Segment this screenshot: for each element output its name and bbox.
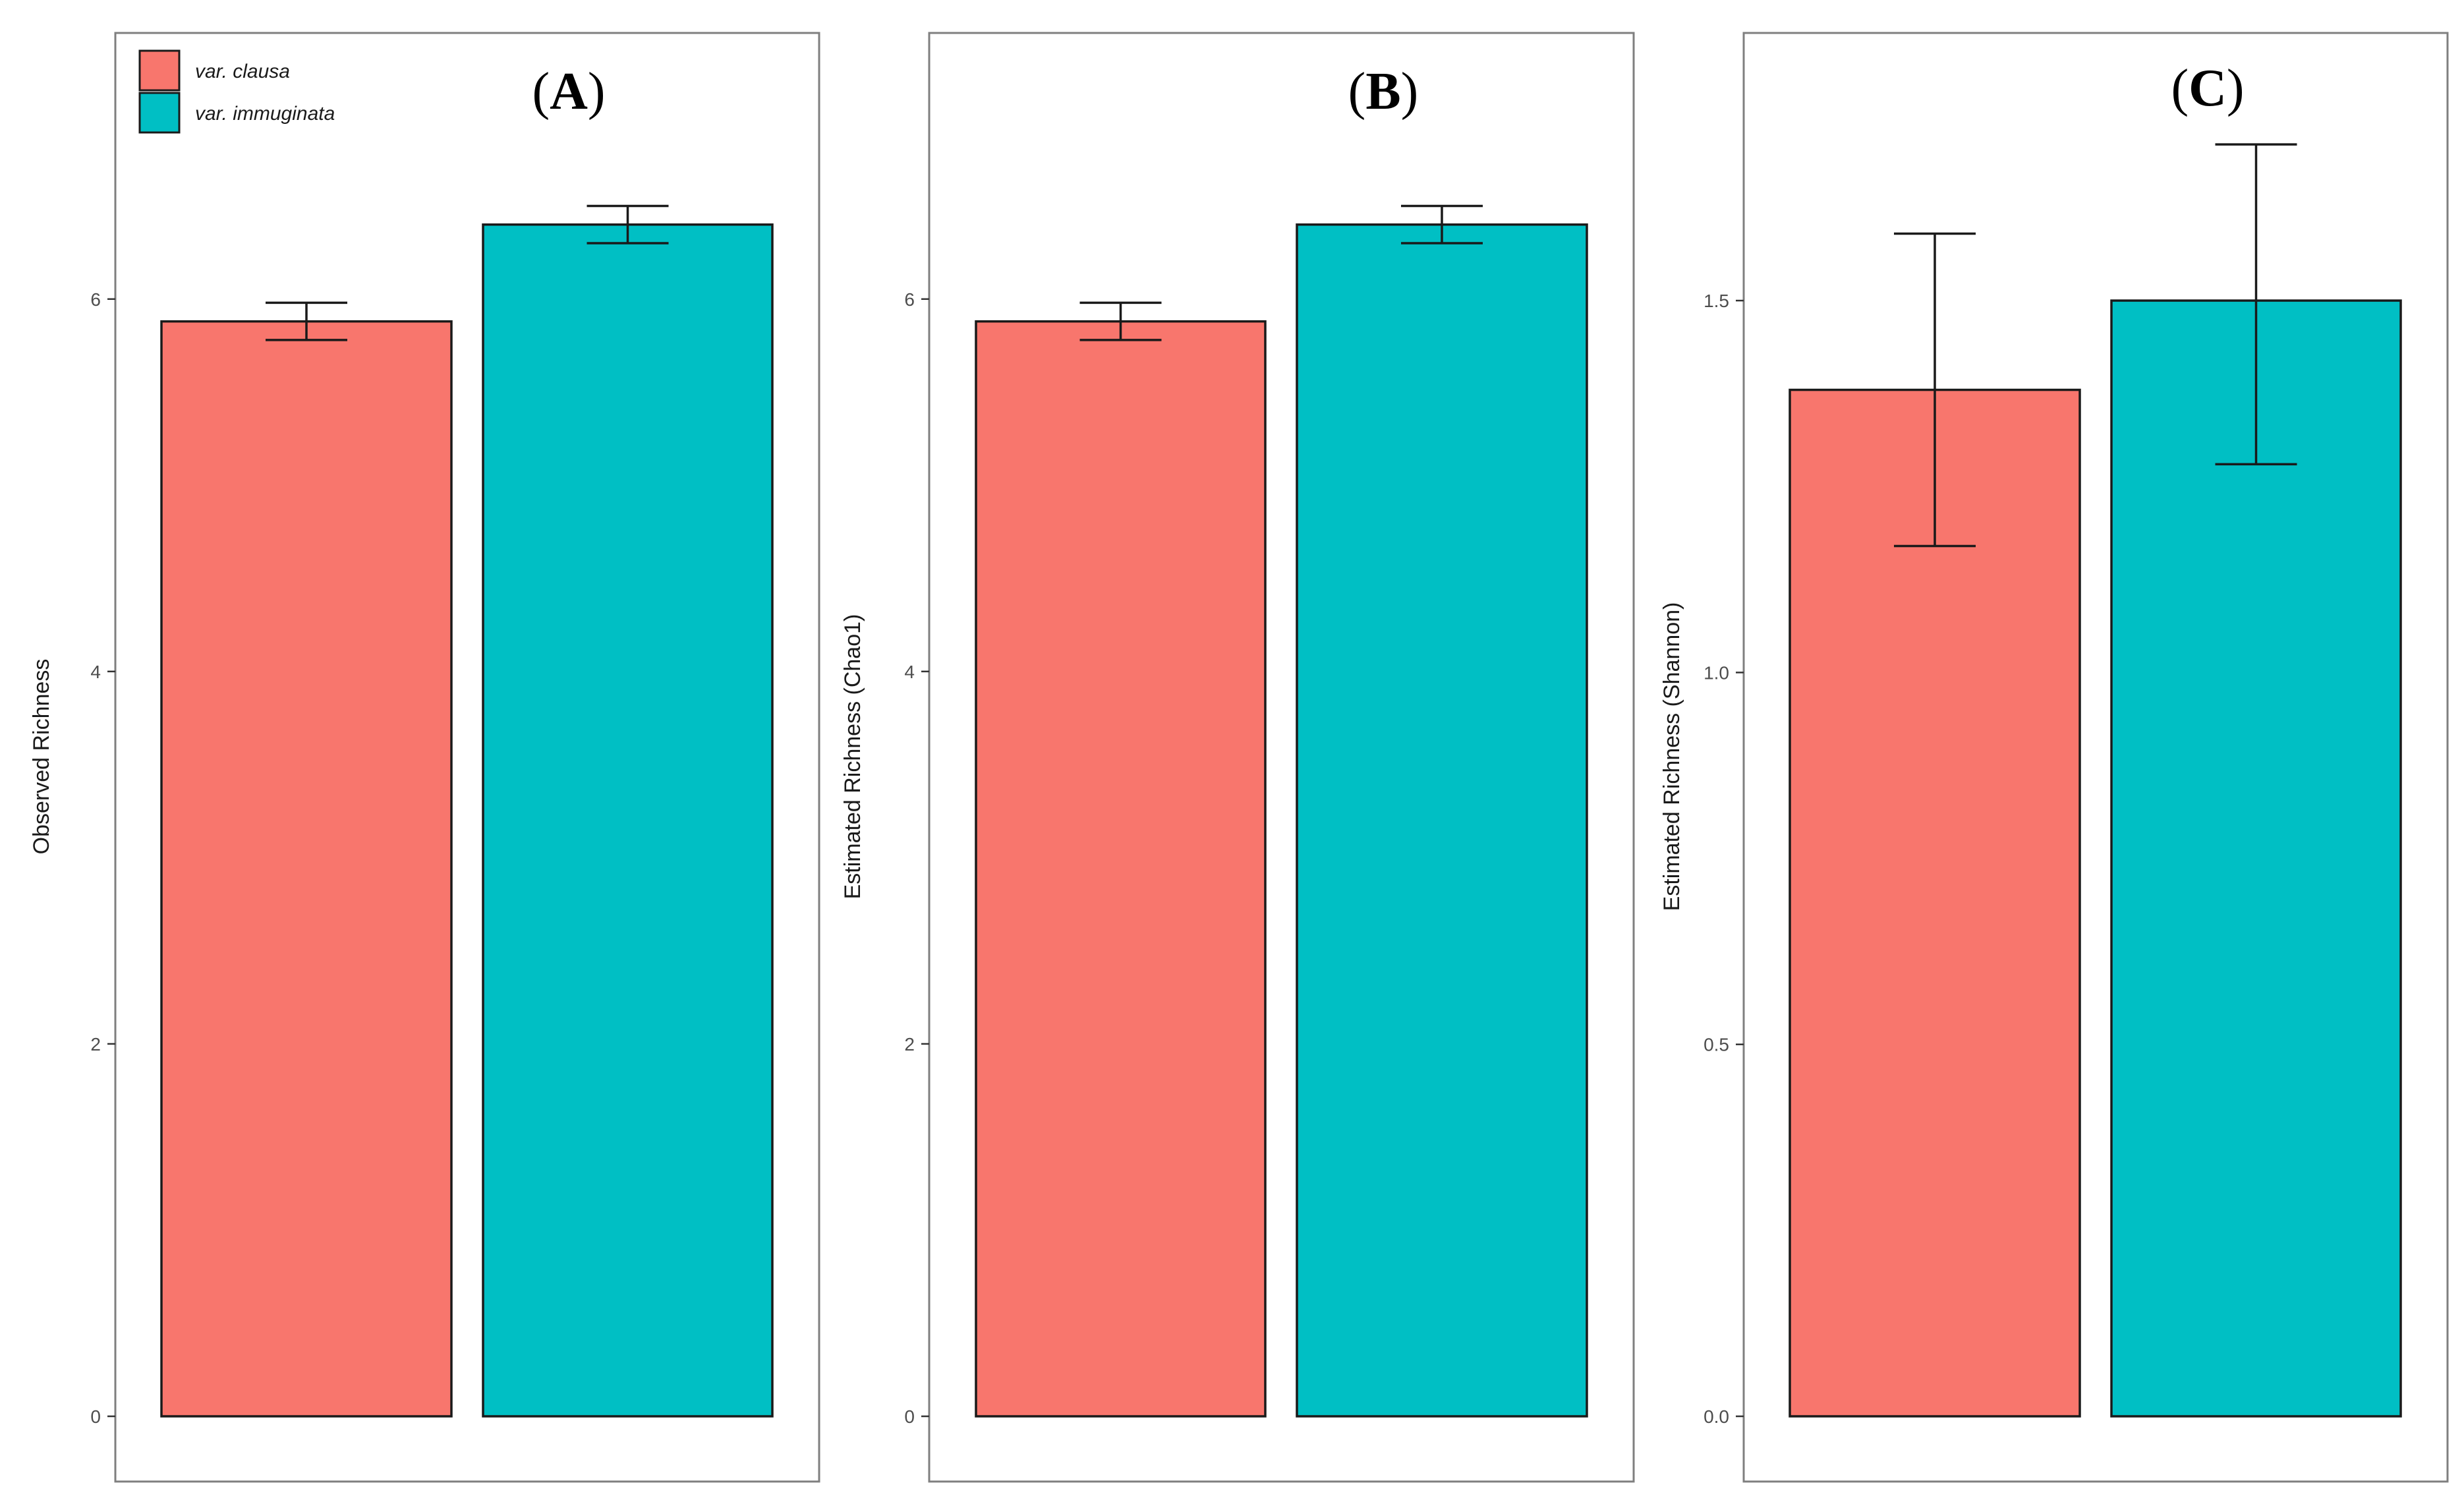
panel-b-bar (1296, 223, 1588, 1418)
panel-a-bar (482, 223, 774, 1418)
panel-a-ytick-label: 0 (90, 1406, 101, 1427)
panel-a-ytick-label: 6 (90, 289, 101, 310)
panel-c-bar (1789, 388, 2081, 1418)
panel-a-label-letter: A (550, 63, 588, 121)
panel-c-ytick-label: 1.5 (1704, 291, 1729, 311)
panel-c-label: (C) (2171, 59, 2244, 117)
panel-a-yaxis: 0 2 4 6 (90, 289, 115, 1427)
panel-c-yaxis: 0.0 0.5 1.0 1.5 (1704, 291, 1744, 1427)
panel-c: 0.0 0.5 1.0 1.5 Estimated Richness (Shannon… (1659, 32, 2449, 1483)
panel-b: 0 2 4 6 Estimated Richness (Chao1) (B) (840, 32, 1635, 1483)
panel-c-ylabel: Estimated Richness (Shannon) (1659, 602, 1684, 911)
legend: var. clausa var. immuginata (138, 49, 335, 134)
panel-a-bar (160, 320, 453, 1418)
panel-c-ytick-label: 1.0 (1704, 662, 1729, 683)
panel-c-bar (2110, 299, 2402, 1418)
panel-b-yaxis: 0 2 4 6 (904, 289, 929, 1427)
legend-swatch-clausa (138, 49, 181, 92)
panel-b-bars (975, 204, 1588, 1418)
panel-b-ytick-label: 6 (904, 289, 915, 310)
panel-a-ytick-label: 2 (90, 1034, 101, 1054)
panel-a-ylabel: Observed Richness (29, 659, 54, 855)
panel-a: 0 2 4 6 Observed Richness (A) var. clausa v… (29, 32, 820, 1483)
panel-c-ytick-label: 0.5 (1704, 1035, 1729, 1055)
panel-b-label: (B) (1348, 63, 1419, 121)
panel-c-bars (1789, 143, 2402, 1418)
panel-b-ytick-label: 2 (904, 1034, 915, 1054)
panel-b-bar (975, 320, 1267, 1418)
panel-b-label-letter: B (1365, 63, 1400, 121)
panel-b-ylabel: Estimated Richness (Chao1) (840, 614, 865, 900)
legend-label-clausa: var. clausa (195, 61, 290, 82)
panel-b-ytick-label: 0 (904, 1406, 915, 1427)
panel-c-ytick-label: 0.0 (1704, 1406, 1729, 1427)
panel-c-label-letter: C (2189, 59, 2227, 117)
panel-b-ytick-label: 4 (904, 662, 915, 682)
legend-swatch-immuginata (138, 92, 181, 134)
panel-a-label: (A) (532, 63, 605, 121)
legend-label-immuginata: var. immuginata (195, 103, 335, 125)
panel-a-bars (160, 204, 774, 1418)
panel-a-ytick-label: 4 (90, 662, 101, 682)
